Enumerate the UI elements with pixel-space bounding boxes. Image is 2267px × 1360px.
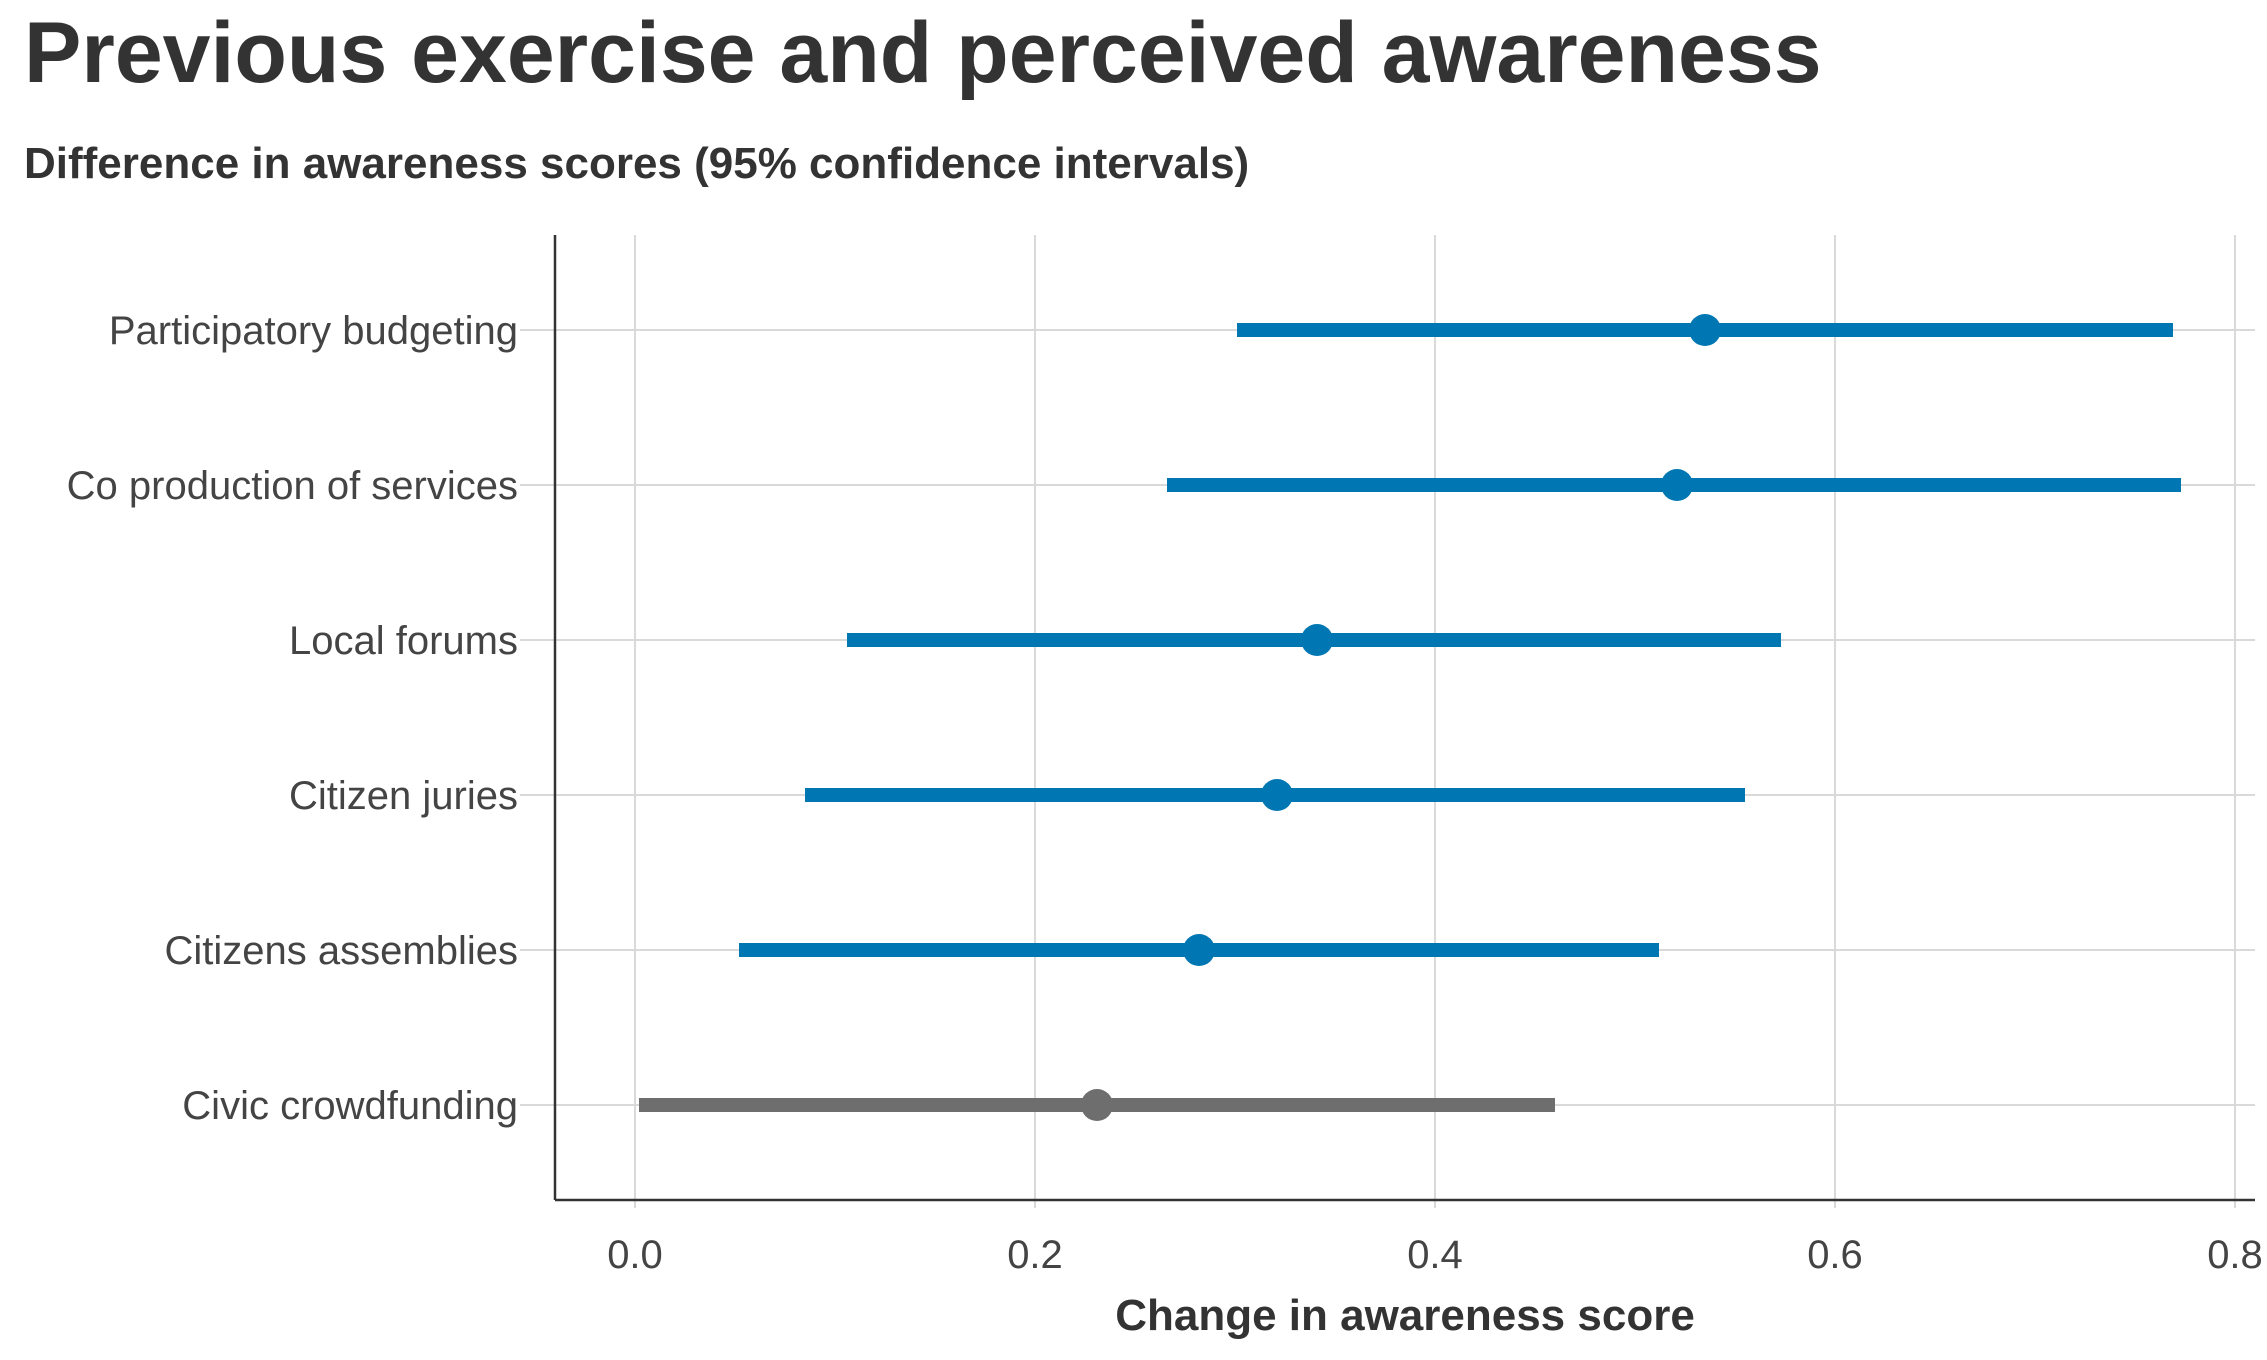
axis-labels: 0.0 0.2 0.4 0.6 0.8 Participatory budgeting Co… — [67, 309, 2263, 1340]
category-label: Participatory budgeting — [109, 309, 518, 353]
estimate-point — [1081, 1089, 1113, 1121]
x-tick-label: 0.8 — [2207, 1233, 2263, 1277]
chart-title: Previous exercise and perceived awarenes… — [24, 5, 1822, 101]
estimate-point — [1261, 779, 1293, 811]
interval-series — [639, 314, 2181, 1121]
category-label: Civic crowdfunding — [182, 1084, 518, 1128]
axes — [553, 235, 2255, 1208]
estimate-point — [1183, 934, 1215, 966]
gridlines — [520, 235, 2255, 1200]
x-tick-label: 0.6 — [1807, 1233, 1863, 1277]
estimate-point — [1661, 469, 1693, 501]
chart-subtitle: Difference in awareness scores (95% conf… — [24, 139, 1250, 188]
category-label: Local forums — [289, 619, 518, 663]
category-label: Co production of services — [67, 464, 518, 508]
category-label: Citizen juries — [289, 774, 518, 818]
x-tick-label: 0.0 — [607, 1233, 663, 1277]
category-label: Citizens assemblies — [165, 929, 518, 973]
x-axis-title: Change in awareness score — [1115, 1291, 1695, 1340]
x-tick-label: 0.4 — [1407, 1233, 1463, 1277]
estimate-point — [1689, 314, 1721, 346]
estimate-point — [1301, 624, 1333, 656]
x-tick-label: 0.2 — [1007, 1233, 1063, 1277]
